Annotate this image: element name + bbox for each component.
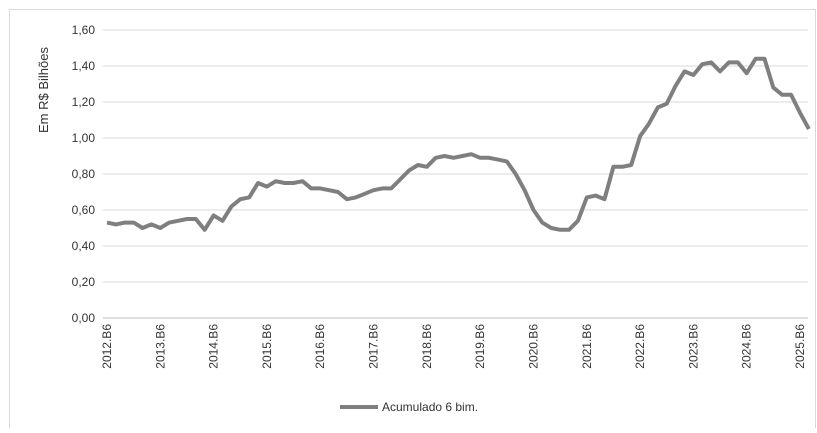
legend-label: Acumulado 6 bim. [382,400,478,414]
x-tick-label: 2012.B6 [100,324,114,369]
x-tick-label: 2013.B6 [153,324,167,369]
y-tick-label: 0,40 [72,239,96,253]
y-tick-label: 0,80 [72,167,96,181]
y-tick-label: 1,60 [72,23,96,37]
y-tick-label: 1,20 [72,95,96,109]
y-axis-label: Em R$ Bilhões [36,47,51,133]
y-tick-label: 0,60 [72,203,96,217]
x-tick-label: 2022.B6 [633,324,647,369]
x-tick-label: 2014.B6 [207,324,221,369]
data-line [106,56,811,232]
x-tick-label: 2025.B6 [793,324,807,369]
x-tick-label: 2015.B6 [260,324,274,369]
y-tick-label: 0,20 [72,275,96,289]
x-tick-label: 2023.B6 [686,324,700,369]
y-tick-label: 1,00 [72,131,96,145]
y-tick-label: 1,40 [72,59,96,73]
x-tick-label: 2018.B6 [420,324,434,369]
x-tick-label: 2021.B6 [580,324,594,369]
x-tick-label: 2017.B6 [367,324,381,369]
y-tick-label: 0,00 [72,311,96,325]
x-tick-label: 2024.B6 [740,324,754,369]
x-tick-label: 2016.B6 [313,324,327,369]
x-tick-label: 2020.B6 [526,324,540,369]
x-tick-label: 2019.B6 [473,324,487,369]
